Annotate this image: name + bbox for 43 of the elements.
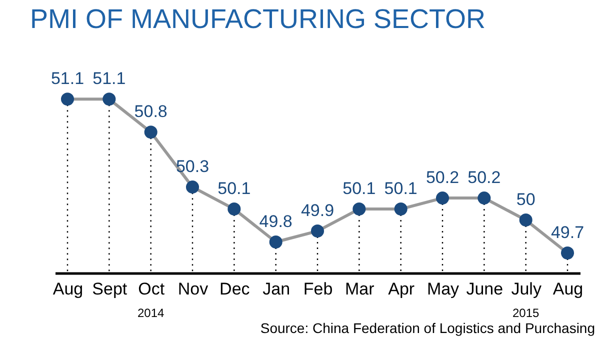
text: 2014	[137, 306, 165, 320]
data-label: 51.1	[92, 69, 126, 88]
x-tick-label: Feb	[303, 280, 333, 298]
data-label: 50.1	[342, 179, 376, 198]
x-tick-label: Apr	[388, 280, 415, 298]
data-label: 49.8	[259, 212, 292, 232]
data-label: 49.7	[550, 223, 584, 242]
point	[560, 246, 574, 260]
x-tick-label: Aug	[552, 280, 584, 298]
point	[394, 202, 408, 216]
x-tick-label: Oct	[138, 280, 165, 298]
data-label: 50	[516, 190, 536, 210]
data-label: 50.1	[218, 179, 251, 198]
point	[269, 236, 282, 249]
data-label: 50.3	[176, 157, 210, 176]
x-tick-label: Aug	[52, 280, 84, 298]
point	[144, 126, 158, 139]
point	[60, 92, 74, 106]
x-tick-label: July	[511, 280, 542, 298]
point	[186, 180, 200, 194]
x-tick-label: Mar	[345, 280, 375, 298]
data-label: 49.9	[300, 201, 334, 220]
x-tick-label: May	[426, 280, 460, 298]
point	[228, 202, 241, 216]
x-tick-label: Dec	[220, 280, 250, 298]
data-label: 50.2	[426, 168, 460, 188]
data-label: 50.2	[468, 168, 501, 188]
point	[310, 224, 324, 238]
point	[352, 202, 366, 216]
point	[478, 192, 491, 205]
x-tick-label: Jan	[262, 280, 290, 298]
chart-title: PMI OF MANUFACTURING SECTOR	[30, 4, 486, 34]
data-label: 50.1	[384, 179, 418, 198]
point	[436, 192, 450, 205]
point	[519, 214, 532, 227]
data-label: 51.1	[50, 69, 84, 88]
point	[102, 92, 116, 106]
data-label: 50.8	[134, 102, 168, 122]
x-tick-label: June	[466, 280, 504, 298]
x-tick-label: Sept	[92, 280, 128, 298]
x-tick-label: Nov	[178, 280, 209, 298]
source-note: Source: China Federation of Logistics and Purchasing	[260, 320, 595, 336]
text: 2015	[512, 306, 540, 320]
